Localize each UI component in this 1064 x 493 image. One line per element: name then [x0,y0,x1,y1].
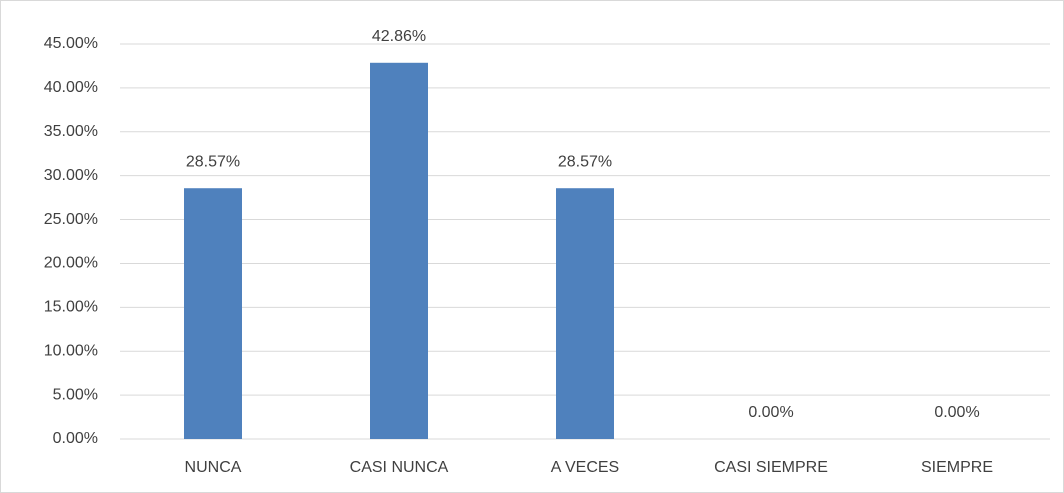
x-tick-label: A VECES [551,459,619,476]
x-tick-label: NUNCA [185,459,242,476]
bar [370,62,428,439]
data-label: 0.00% [748,404,793,421]
x-tick-label: SIEMPRE [921,459,993,476]
data-label: 0.00% [934,404,979,421]
y-tick-label: 15.00% [44,299,98,316]
y-tick-label: 40.00% [44,79,98,96]
y-tick-label: 5.00% [53,386,98,403]
y-tick-label: 10.00% [44,342,98,359]
data-label: 28.57% [558,153,612,170]
y-tick-label: 30.00% [44,167,98,184]
bar [556,188,614,439]
data-label: 28.57% [186,153,240,170]
bar [184,188,242,439]
y-tick-label: 35.00% [44,123,98,140]
x-tick-label: CASI SIEMPRE [714,459,828,476]
data-label: 42.86% [372,28,426,45]
y-tick-label: 45.00% [44,35,98,52]
x-tick-label: CASI NUNCA [350,459,449,476]
y-tick-label: 0.00% [53,430,98,447]
y-tick-label: 25.00% [44,211,98,228]
y-tick-label: 20.00% [44,255,98,272]
